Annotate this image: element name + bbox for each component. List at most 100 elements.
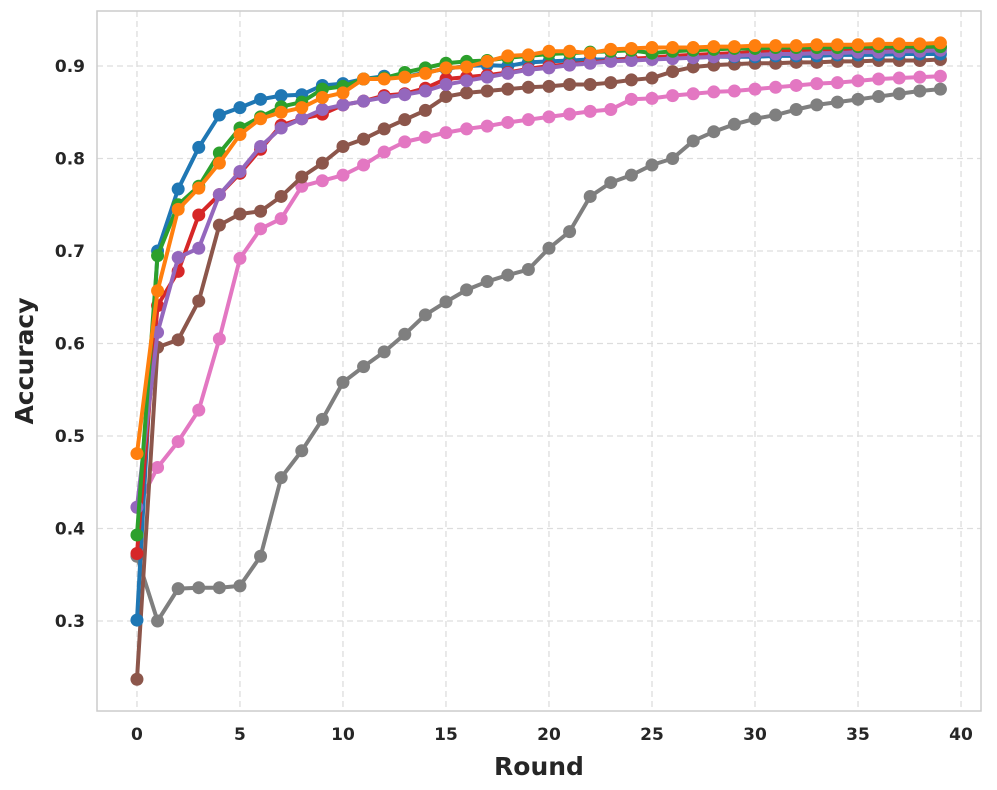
data-point-pink <box>377 145 391 159</box>
data-point-gray <box>583 189 597 203</box>
data-point-pink <box>439 126 453 140</box>
data-point-orange <box>480 54 494 68</box>
series-line-purple <box>134 48 941 508</box>
data-point-pink <box>357 158 371 172</box>
data-point-purple <box>357 94 371 108</box>
x-tick-label: 30 <box>743 725 767 745</box>
data-point-gray <box>233 579 247 593</box>
data-point-orange <box>707 40 721 54</box>
data-point-pink <box>418 130 432 144</box>
data-point-orange <box>501 49 515 63</box>
data-point-gray <box>769 108 783 122</box>
data-point-orange <box>789 39 803 53</box>
data-point-orange <box>233 127 247 141</box>
data-point-pink <box>892 71 906 85</box>
data-point-gray <box>686 134 700 148</box>
data-point-blue <box>254 92 268 106</box>
data-point-pink <box>480 119 494 133</box>
data-point-brown <box>192 294 206 308</box>
series-group <box>130 36 947 686</box>
data-point-brown <box>398 113 412 127</box>
data-point-pink <box>645 91 659 105</box>
data-point-brown <box>315 156 329 170</box>
data-point-purple <box>274 121 288 135</box>
data-point-orange <box>171 202 185 216</box>
data-point-pink <box>171 435 185 449</box>
data-point-pink <box>295 179 309 193</box>
data-point-gray <box>851 92 865 106</box>
data-point-gray <box>624 168 638 182</box>
data-point-green <box>130 528 144 542</box>
data-point-orange <box>851 38 865 52</box>
series-line-brown <box>134 57 941 680</box>
data-point-gray <box>913 84 927 98</box>
data-point-blue <box>274 89 288 103</box>
data-point-pink <box>851 74 865 88</box>
data-point-purple <box>521 63 535 77</box>
data-point-orange <box>666 41 680 55</box>
data-point-gray <box>295 444 309 458</box>
series-green <box>130 40 947 542</box>
data-point-purple <box>583 56 597 70</box>
data-point-gray <box>645 158 659 172</box>
data-point-purple <box>501 66 515 80</box>
series-line-orange <box>134 40 941 454</box>
data-point-pink <box>810 77 824 91</box>
data-point-orange <box>460 60 474 74</box>
data-point-purple <box>315 103 329 117</box>
data-point-brown <box>480 84 494 98</box>
data-point-orange <box>439 61 453 75</box>
data-point-orange <box>151 284 165 298</box>
y-tick-label: 0.6 <box>55 335 85 355</box>
data-point-gray <box>872 90 886 104</box>
data-point-gray <box>542 241 556 255</box>
data-point-purple <box>336 98 350 112</box>
data-point-orange <box>624 41 638 55</box>
data-point-pink <box>233 251 247 265</box>
data-point-pink <box>933 69 947 83</box>
data-point-brown <box>212 218 226 232</box>
data-point-orange <box>398 70 412 84</box>
x-tick-label: 10 <box>331 725 355 745</box>
data-point-gray <box>604 176 618 190</box>
data-point-green <box>151 249 165 263</box>
data-point-pink <box>707 85 721 99</box>
data-point-gray <box>563 225 577 239</box>
data-point-purple <box>418 84 432 98</box>
data-point-pink <box>583 104 597 118</box>
data-point-gray <box>727 117 741 131</box>
data-point-purple <box>460 74 474 88</box>
y-tick-label: 0.4 <box>55 520 85 540</box>
data-point-blue <box>233 101 247 115</box>
data-point-pink <box>727 84 741 98</box>
x-tick-label: 15 <box>434 725 458 745</box>
data-point-gray <box>460 283 474 297</box>
data-point-purple <box>563 58 577 72</box>
data-point-gray <box>666 152 680 166</box>
y-tick-label: 0.7 <box>55 242 85 262</box>
data-point-orange <box>563 44 577 58</box>
data-point-orange <box>418 66 432 80</box>
data-point-red <box>192 208 206 222</box>
data-point-purple <box>542 61 556 75</box>
data-point-brown <box>686 60 700 74</box>
data-point-gray <box>892 87 906 101</box>
data-point-gray <box>501 268 515 282</box>
data-point-gray <box>748 112 762 126</box>
data-point-brown <box>336 140 350 154</box>
data-point-brown <box>604 76 618 90</box>
data-point-pink <box>913 70 927 84</box>
data-point-gray <box>336 375 350 389</box>
data-point-gray <box>480 275 494 289</box>
data-point-blue <box>130 613 144 627</box>
grid <box>97 11 981 711</box>
data-point-pink <box>686 87 700 101</box>
x-tick-label: 20 <box>537 725 561 745</box>
x-tick-label: 25 <box>640 725 664 745</box>
y-tick-label: 0.3 <box>55 612 85 632</box>
data-point-orange <box>521 48 535 62</box>
data-point-pink <box>501 115 515 129</box>
data-point-gray <box>418 308 432 322</box>
data-point-purple <box>233 164 247 178</box>
data-point-brown <box>254 204 268 218</box>
